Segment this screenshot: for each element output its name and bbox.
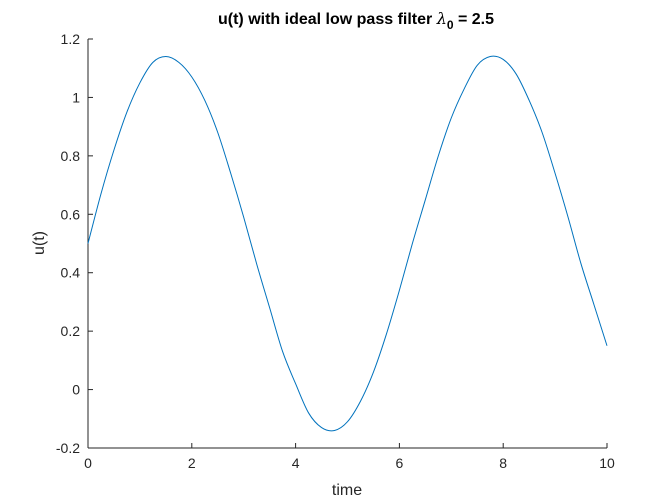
series (87, 55, 608, 432)
y-axis-label: u(t) (31, 231, 48, 255)
title-main: u(t) with ideal low pass filter (218, 11, 437, 28)
y-tick-label: -0.2 (56, 440, 80, 456)
x-tick-label: 6 (396, 455, 404, 471)
x-tick-label: 8 (499, 455, 507, 471)
title-value: = 2.5 (454, 11, 495, 28)
y-tick-label: 0.4 (61, 265, 81, 281)
y-tick-label: 1 (72, 89, 80, 105)
y-tick-label: 1.2 (61, 31, 81, 47)
y-tick-label: 0.8 (61, 148, 81, 164)
y-tick-label: 0 (72, 382, 80, 398)
x-tick-label: 0 (84, 455, 92, 471)
x-tick-label: 10 (599, 455, 615, 471)
title-lambda-symbol: λ (436, 9, 447, 28)
x-axis-label: time (332, 482, 362, 499)
ticks: 0 2 4 6 8 10-0.200.20.40.60.811.2 (56, 31, 615, 471)
series-line-0 (87, 55, 608, 432)
x-tick-label: 2 (188, 455, 196, 471)
y-tick-label: 0.2 (61, 323, 81, 339)
y-tick-label: 0.6 (61, 206, 81, 222)
x-tick-label: 4 (292, 455, 300, 471)
chart-title: u(t) with ideal low pass filter λ0 = 2.5 (218, 9, 494, 32)
title-subscript: 0 (447, 18, 454, 32)
